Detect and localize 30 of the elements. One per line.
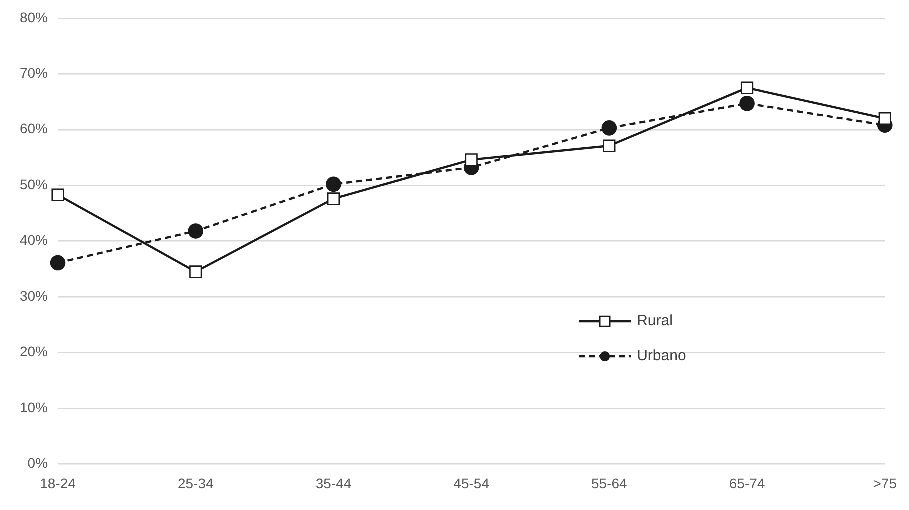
point: [50, 255, 66, 271]
y-tick-label: 80%: [20, 9, 48, 26]
x-tick-label: 35-44: [316, 475, 352, 492]
point: [602, 120, 618, 136]
point: [327, 192, 340, 206]
legend-label: Rural: [637, 312, 673, 330]
y-tick-label: 50%: [20, 176, 48, 192]
point: [190, 266, 202, 278]
point: [465, 154, 478, 166]
x-tick-label: 25-34: [178, 475, 214, 492]
y-tick-label: 60%: [20, 120, 48, 137]
point: [740, 82, 754, 94]
point: [740, 96, 755, 112]
y-tick-label: 0%: [28, 455, 48, 472]
legend-label: Urbano: [637, 348, 686, 365]
y-tick-label: 30%: [20, 288, 48, 304]
y-tick-label: 20%: [20, 344, 48, 360]
point: [603, 140, 616, 152]
point: [188, 224, 204, 239]
point: [878, 112, 892, 126]
x-tick-label: 65-74: [729, 475, 766, 492]
y-tick-label: 40%: [20, 232, 48, 248]
y-tick-label: 70%: [20, 64, 48, 81]
point: [326, 176, 342, 192]
x-tick-label: 18-24: [40, 475, 76, 492]
point: [52, 188, 64, 202]
x-tick-label: 55-64: [592, 475, 628, 492]
x-tick-label: 45-54: [454, 475, 490, 492]
y-tick-label: 10%: [20, 399, 48, 416]
x-tick-label: >75: [873, 475, 898, 492]
